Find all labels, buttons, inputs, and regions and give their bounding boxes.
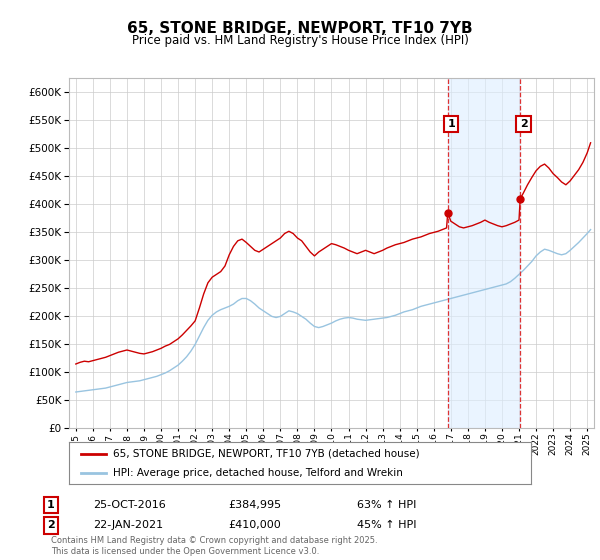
Text: £384,995: £384,995	[228, 500, 281, 510]
Text: Contains HM Land Registry data © Crown copyright and database right 2025.
This d: Contains HM Land Registry data © Crown c…	[51, 536, 377, 556]
Text: HPI: Average price, detached house, Telford and Wrekin: HPI: Average price, detached house, Telf…	[113, 468, 403, 478]
Text: 65, STONE BRIDGE, NEWPORT, TF10 7YB: 65, STONE BRIDGE, NEWPORT, TF10 7YB	[127, 21, 473, 36]
Bar	[448, 78, 520, 428]
Text: 45% ↑ HPI: 45% ↑ HPI	[357, 520, 416, 530]
Text: 2: 2	[520, 119, 527, 129]
Text: 22-JAN-2021: 22-JAN-2021	[93, 520, 163, 530]
Text: £410,000: £410,000	[228, 520, 281, 530]
Text: Price paid vs. HM Land Registry's House Price Index (HPI): Price paid vs. HM Land Registry's House …	[131, 34, 469, 46]
Text: 25-OCT-2016: 25-OCT-2016	[93, 500, 166, 510]
Text: 2: 2	[47, 520, 55, 530]
Text: 1: 1	[47, 500, 55, 510]
Text: 65, STONE BRIDGE, NEWPORT, TF10 7YB (detached house): 65, STONE BRIDGE, NEWPORT, TF10 7YB (det…	[113, 449, 419, 459]
Text: 63% ↑ HPI: 63% ↑ HPI	[357, 500, 416, 510]
Text: 1: 1	[447, 119, 455, 129]
